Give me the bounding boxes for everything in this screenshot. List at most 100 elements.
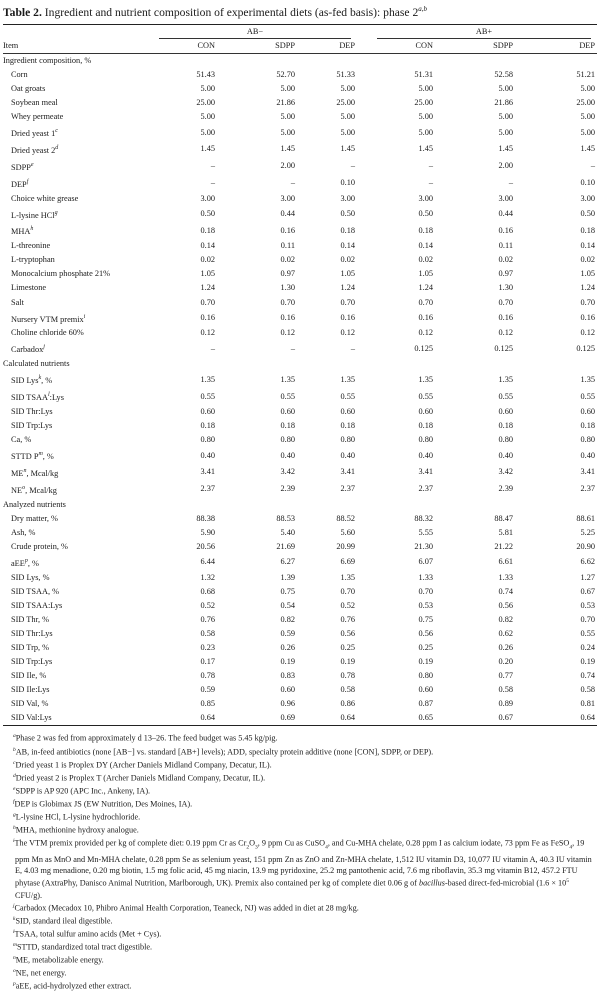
table-cell: 5.25 <box>580 527 595 537</box>
row-label: SID Trp, % <box>3 641 153 655</box>
group-gap <box>357 481 371 498</box>
table-cell: – <box>350 161 355 171</box>
table-cell: 0.64 <box>153 711 217 727</box>
row-label-text: Choline chloride 60% <box>11 328 84 338</box>
table-row: SID Thr, % 0.76 0.82 0.76 0.75 0.82 0.70 <box>3 613 597 627</box>
table-cell: 5.90 <box>200 527 215 537</box>
table-cell: 21.69 <box>276 541 295 551</box>
table-cell: 1.33 <box>418 572 433 582</box>
table-row: SID Lysk, % 1.35 1.35 1.35 1.35 1.35 1.35 <box>3 371 597 388</box>
table-cell: 3.00 <box>340 193 355 203</box>
table-cell: – <box>210 178 215 188</box>
item-header: Item <box>3 38 153 54</box>
table-cell: 0.70 <box>340 297 355 307</box>
row-label: Ca, % <box>3 433 153 447</box>
footnote-mark: j <box>13 902 15 909</box>
footnote-text: STTD, standardized total tract digestibl… <box>16 942 153 952</box>
table-row: L-lysine HClg 0.50 0.44 0.50 0.50 0.44 0.50 <box>3 206 597 223</box>
footnote: oNE, net energy. <box>3 966 597 979</box>
table-cell: 3.00 <box>498 193 513 203</box>
col-header-dep-abplus: DEP <box>515 38 597 54</box>
table-cell: – <box>428 178 433 188</box>
row-label-text: SID Thr, % <box>11 614 50 624</box>
group-gap <box>357 599 371 613</box>
table-cell: 25.00 <box>576 98 595 108</box>
row-label-footnote-mark: m <box>38 451 43 458</box>
row-label-text: SID Val, % <box>11 699 49 709</box>
row-label-footnote-mark: p <box>24 557 28 564</box>
table-cell: 1.24 <box>580 283 595 293</box>
group-gap <box>357 683 371 697</box>
table-cell: 0.97 <box>280 269 295 279</box>
footnote-text: Dried yeast 2 is Proplex T (Archer Danie… <box>15 773 266 783</box>
table-cell: 5.00 <box>498 84 513 94</box>
table-cell: 0.12 <box>418 328 433 338</box>
table-cell: 0.02 <box>280 255 295 265</box>
row-label-footnote-mark: d <box>55 145 59 152</box>
group-gap <box>357 141 371 158</box>
footnote: paEE, acid-hydrolyzed ether extract. <box>3 979 597 992</box>
table-cell: 0.64 <box>297 711 357 727</box>
table-cell: 0.97 <box>498 269 513 279</box>
table-cell: 3.42 <box>280 467 295 477</box>
footnote-text: 3 <box>254 844 258 851</box>
group-header-row: AB− AB+ <box>3 23 597 39</box>
table-cell: 0.80 <box>280 435 295 445</box>
table-cell: 5.00 <box>280 127 295 137</box>
table-cell: 0.78 <box>200 671 215 681</box>
table-row: MEn, Mcal/kg 3.41 3.42 3.41 3.41 3.42 3.41 <box>3 464 597 481</box>
table-row: SID Ile, % 0.78 0.83 0.78 0.80 0.77 0.74 <box>3 669 597 683</box>
table-cell: 0.26 <box>280 643 295 653</box>
table-cell: 0.89 <box>498 699 513 709</box>
table-cell: 5.00 <box>200 112 215 122</box>
row-label-footnote-mark: j <box>43 344 45 351</box>
group-gap <box>357 447 371 464</box>
row-label-footnote-mark: i <box>83 313 86 320</box>
footnote: mSTTD, standardized total tract digestib… <box>3 940 597 953</box>
row-label-text: SID Val:Lys <box>11 713 52 723</box>
table-cell: 0.55 <box>418 391 433 401</box>
document: Table 2. Ingredient and nutrient composi… <box>3 2 597 992</box>
row-label-footnote-mark: n <box>23 468 27 475</box>
table-cell: 0.53 <box>580 600 595 610</box>
footnote-mark: n <box>13 955 16 962</box>
footnote: lTSAA, total sulfur amino acids (Met + C… <box>3 927 597 940</box>
table-row: aEEp, % 6.44 6.27 6.69 6.07 6.61 6.62 <box>3 554 597 571</box>
table-cell: 1.35 <box>280 374 295 384</box>
table-cell: 0.50 <box>200 208 215 218</box>
table-cell: 0.02 <box>498 255 513 265</box>
table-cell: – <box>590 161 595 171</box>
table-cell: 0.74 <box>580 671 595 681</box>
table-cell: 25.00 <box>336 98 355 108</box>
table-cell: 0.44 <box>498 208 513 218</box>
table-cell: 0.70 <box>340 586 355 596</box>
row-label-footnote-mark: e <box>30 161 34 168</box>
footnote: fDEP is Globimax JS (EW Nutrition, Des M… <box>3 797 597 810</box>
table-cell: 1.35 <box>498 374 513 384</box>
row-label-text: NE <box>11 485 23 495</box>
table-row: Choice white grease 3.00 3.00 3.00 3.00 3.00 3… <box>3 192 597 206</box>
table-cell: 88.32 <box>414 513 433 523</box>
table-cell: 52.70 <box>276 69 295 79</box>
table-cell: 0.65 <box>371 711 435 727</box>
table-cell: 51.31 <box>414 69 433 79</box>
group-gap <box>357 124 371 141</box>
table-cell: 0.18 <box>418 421 433 431</box>
group-gap <box>357 253 371 267</box>
row-label: aEEp, % <box>3 554 153 571</box>
group-label-ab-minus: AB− <box>159 25 351 39</box>
footnote: nME, metabolizable energy. <box>3 953 597 966</box>
table-cell: 0.25 <box>340 643 355 653</box>
table-row: SID TSAA, % 0.68 0.75 0.70 0.70 0.74 0.67 <box>3 585 597 599</box>
table-cell: 0.58 <box>340 685 355 695</box>
footnote-mark: o <box>13 968 16 975</box>
table-cell: 0.16 <box>580 312 595 322</box>
table-cell: 5.00 <box>340 127 355 137</box>
table-cell: 5.00 <box>580 127 595 137</box>
group-gap <box>357 669 371 683</box>
table-cell: 1.35 <box>200 374 215 384</box>
table-cell: 1.45 <box>340 144 355 154</box>
footnote-text: -based direct-fed-microbial (1.6 × 10 <box>444 879 567 889</box>
table-cell: 5.40 <box>280 527 295 537</box>
table-cell: 0.18 <box>418 225 433 235</box>
